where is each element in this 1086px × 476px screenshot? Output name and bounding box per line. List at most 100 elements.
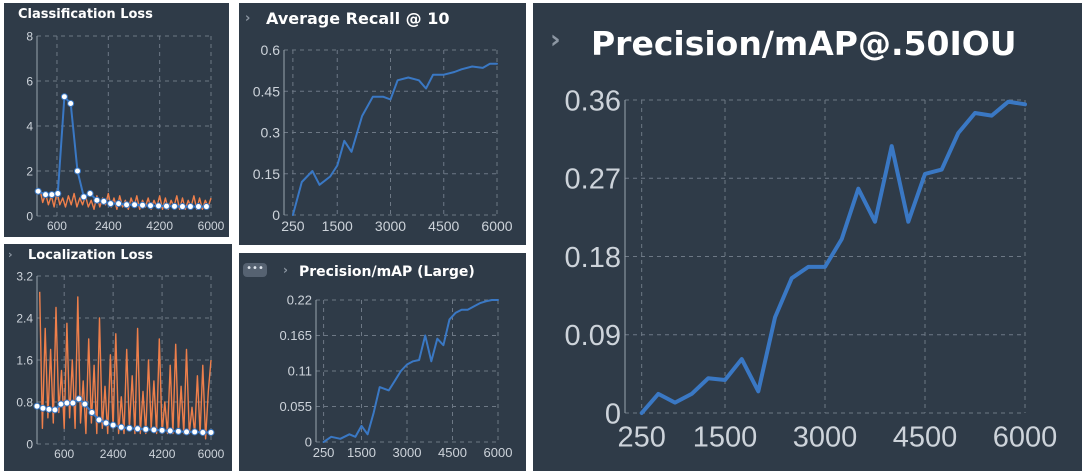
series-line bbox=[291, 62, 498, 216]
data-point bbox=[100, 197, 108, 205]
precision-map50-chart: 0 0.09 0.18 0.27 0.36 250 1500 3000 4500 6000 bbox=[565, 85, 1058, 453]
more-options-icon[interactable]: ••• bbox=[243, 263, 267, 277]
data-point bbox=[134, 425, 142, 433]
data-point bbox=[170, 202, 178, 210]
x-tick-label: 4200 bbox=[146, 219, 173, 233]
x-tick-label: 1500 bbox=[322, 218, 353, 234]
data-point bbox=[74, 167, 82, 175]
y-tick-label: 0.09 bbox=[565, 320, 621, 352]
localization-loss-panel: › Localization Loss 0 0.8 1.6 2.4 3.2 600 2400… bbox=[4, 244, 232, 471]
series-line bbox=[639, 99, 1027, 415]
y-tick-label: 0 bbox=[26, 437, 33, 451]
data-point bbox=[166, 427, 174, 435]
data-point bbox=[33, 402, 41, 410]
y-tick-label: 0 bbox=[605, 398, 621, 430]
x-tick-label: 6000 bbox=[993, 421, 1058, 453]
y-tick-label: 0 bbox=[305, 435, 312, 450]
series-line bbox=[322, 299, 499, 443]
x-tick-label: 3000 bbox=[793, 421, 858, 453]
x-tick-label: 4500 bbox=[428, 218, 459, 234]
data-point bbox=[123, 201, 131, 209]
data-point bbox=[107, 200, 115, 208]
data-point bbox=[109, 421, 117, 429]
y-tick-label: 2 bbox=[26, 164, 33, 178]
panel-title: Localization Loss bbox=[28, 248, 154, 263]
y-tick-label: 0.18 bbox=[565, 242, 621, 274]
x-tick-label: 250 bbox=[313, 445, 335, 460]
y-tick-label: 0 bbox=[26, 209, 33, 223]
data-point bbox=[45, 405, 53, 413]
data-point bbox=[178, 203, 186, 211]
y-tick-label: 0.11 bbox=[288, 364, 312, 379]
y-tick-label: 4 bbox=[26, 119, 33, 133]
y-tick-label: 0.45 bbox=[253, 83, 280, 99]
data-point bbox=[186, 203, 194, 211]
x-tick-label: 4500 bbox=[438, 445, 467, 460]
y-tick-label: 8 bbox=[26, 29, 33, 43]
panel-title: Average Recall @ 10 bbox=[266, 9, 450, 28]
x-tick-label: 2400 bbox=[100, 447, 127, 461]
data-point bbox=[69, 399, 77, 407]
y-tick-label: 0.3 bbox=[261, 125, 281, 141]
data-point bbox=[199, 428, 207, 436]
x-tick-label: 4500 bbox=[893, 421, 958, 453]
x-tick-label: 600 bbox=[47, 219, 67, 233]
data-point bbox=[150, 426, 158, 434]
x-tick-label: 6000 bbox=[198, 219, 225, 233]
average-recall-chart: 0 0.15 0.3 0.45 0.6 250 1500 3000 4500 6000 bbox=[253, 42, 513, 234]
precision-map-large-panel: ••• › Precision/mAP (Large) 0 0.055 0.11 0.… bbox=[239, 253, 526, 471]
raw-series-line bbox=[39, 291, 212, 440]
data-point bbox=[48, 191, 56, 199]
y-tick-label: 2.4 bbox=[16, 311, 33, 325]
data-point bbox=[115, 200, 123, 208]
panel-title: Precision/mAP@.50IOU bbox=[591, 24, 1017, 63]
data-point bbox=[75, 395, 83, 403]
x-tick-label: 1500 bbox=[347, 445, 376, 460]
y-tick-label: 0.15 bbox=[253, 166, 280, 182]
data-point bbox=[202, 203, 210, 211]
x-tick-label: 600 bbox=[54, 447, 74, 461]
x-tick-label: 6000 bbox=[484, 445, 513, 460]
average-recall-panel: › Average Recall @ 10 0 0.15 0.3 0.45 0.6 250… bbox=[239, 3, 526, 245]
data-point bbox=[194, 203, 202, 211]
data-point bbox=[42, 191, 50, 199]
data-point bbox=[207, 428, 215, 436]
y-tick-label: 1.6 bbox=[16, 353, 33, 367]
data-point bbox=[39, 404, 47, 412]
classification-loss-panel: Classification Loss 0 2 4 6 8 600 2400 4200 6000 bbox=[4, 3, 229, 237]
data-point bbox=[131, 201, 139, 209]
panel-title: Precision/mAP (Large) bbox=[299, 264, 475, 280]
chevron-right-icon[interactable]: › bbox=[550, 25, 561, 55]
data-point bbox=[147, 202, 155, 210]
data-point bbox=[60, 93, 68, 101]
x-tick-label: 3000 bbox=[393, 445, 422, 460]
x-tick-label: 4200 bbox=[149, 447, 176, 461]
data-point bbox=[183, 428, 191, 436]
classification-loss-chart: 0 2 4 6 8 600 2400 4200 6000 bbox=[26, 29, 225, 233]
data-point bbox=[80, 193, 88, 201]
x-tick-label: 6000 bbox=[198, 447, 225, 461]
chevron-right-icon[interactable]: › bbox=[245, 11, 251, 26]
chevron-right-icon[interactable]: › bbox=[283, 263, 288, 277]
y-tick-label: 0.27 bbox=[565, 164, 621, 196]
y-tick-label: 6 bbox=[26, 74, 33, 88]
y-tick-label: 0.055 bbox=[279, 399, 312, 414]
x-tick-label: 6000 bbox=[481, 218, 512, 234]
y-tick-label: 0 bbox=[272, 207, 280, 223]
y-tick-label: 0.6 bbox=[261, 42, 281, 58]
data-point bbox=[34, 187, 42, 195]
y-tick-label: 0.22 bbox=[287, 293, 312, 308]
data-point bbox=[163, 202, 171, 210]
x-tick-label: 250 bbox=[617, 421, 665, 453]
x-tick-label: 250 bbox=[281, 218, 305, 234]
x-tick-label: 2400 bbox=[95, 219, 122, 233]
data-point bbox=[125, 424, 133, 432]
precision-map-large-chart: 0 0.055 0.11 0.165 0.22 250 1500 3000 4500 6000 bbox=[279, 293, 513, 460]
data-point bbox=[117, 423, 125, 431]
data-point bbox=[93, 196, 101, 204]
chevron-right-icon[interactable]: › bbox=[8, 248, 13, 261]
data-point bbox=[54, 190, 62, 197]
data-point bbox=[63, 399, 71, 407]
data-point bbox=[174, 427, 182, 435]
data-point bbox=[158, 426, 166, 434]
